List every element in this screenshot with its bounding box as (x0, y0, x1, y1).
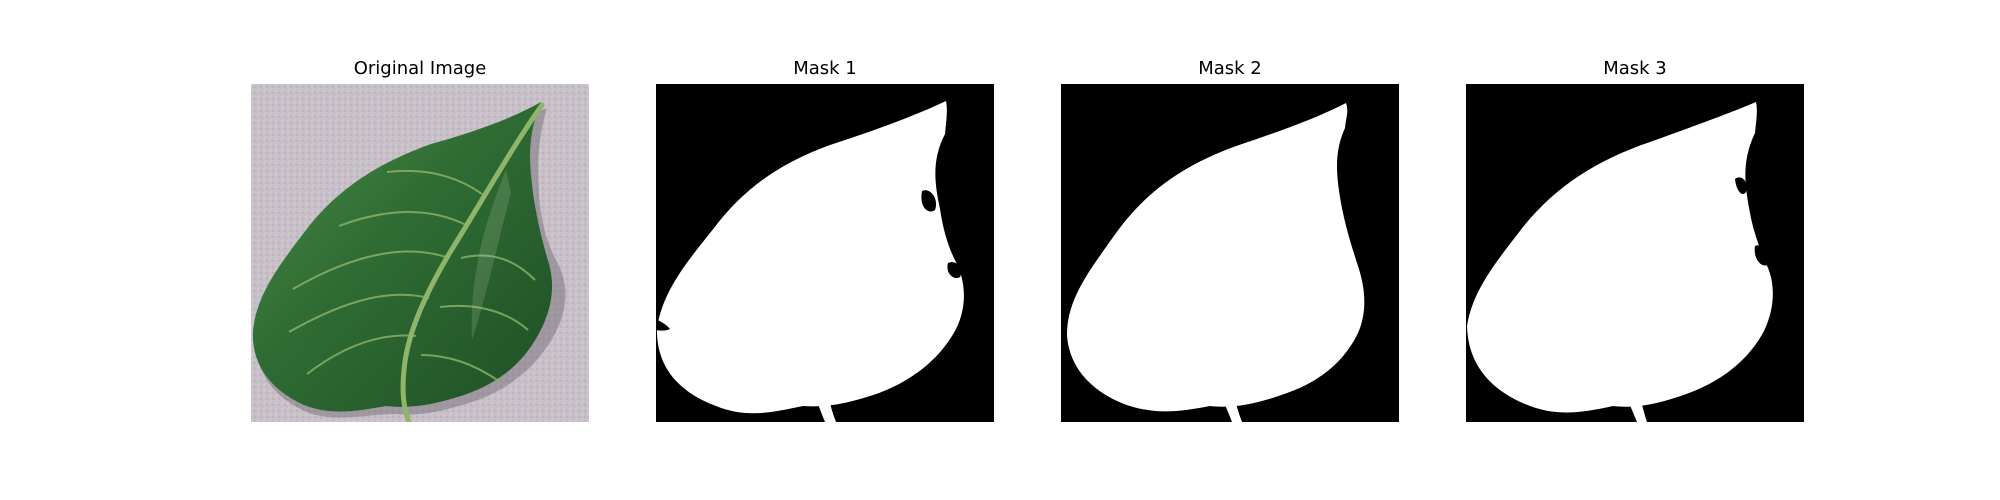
mask-1-hole-lower (947, 262, 962, 279)
mask-1-hole-upper (921, 190, 937, 212)
mask-2-stem (1216, 387, 1242, 422)
leaf-shape (252, 102, 553, 412)
mask-1-panel: Mask 1 (656, 58, 994, 424)
original-leaf-image (251, 84, 589, 422)
mask-1-stem (810, 388, 836, 422)
mask-3-leaf-region (1467, 102, 1773, 413)
mask-3-image (1466, 84, 1804, 422)
panel-title-mask-1: Mask 1 (793, 58, 857, 79)
mask-1-image (656, 84, 994, 422)
leaf-highlight (471, 170, 511, 340)
mask-1-notch-left (656, 319, 670, 331)
panel-title-mask-3: Mask 3 (1603, 58, 1667, 79)
mask-3-right-cutout-lower (1754, 245, 1770, 266)
mask-3-stem (1621, 388, 1647, 422)
panel-title-original-image: Original Image (353, 58, 487, 79)
mask-2-panel: Mask 2 (1061, 58, 1399, 424)
panel-title-mask-2: Mask 2 (1198, 58, 1262, 79)
mask-3-right-cutout-upper (1735, 177, 1747, 195)
leaf-midrib (400, 102, 545, 422)
leaf-secondary-veins (288, 169, 536, 383)
mask-2-image (1061, 84, 1399, 422)
original-image-panel: Original Image (251, 58, 589, 424)
mask-1-leaf-region (656, 101, 964, 414)
mask-3-panel: Mask 3 (1466, 58, 1804, 424)
mask-2-leaf-region (1067, 103, 1365, 412)
